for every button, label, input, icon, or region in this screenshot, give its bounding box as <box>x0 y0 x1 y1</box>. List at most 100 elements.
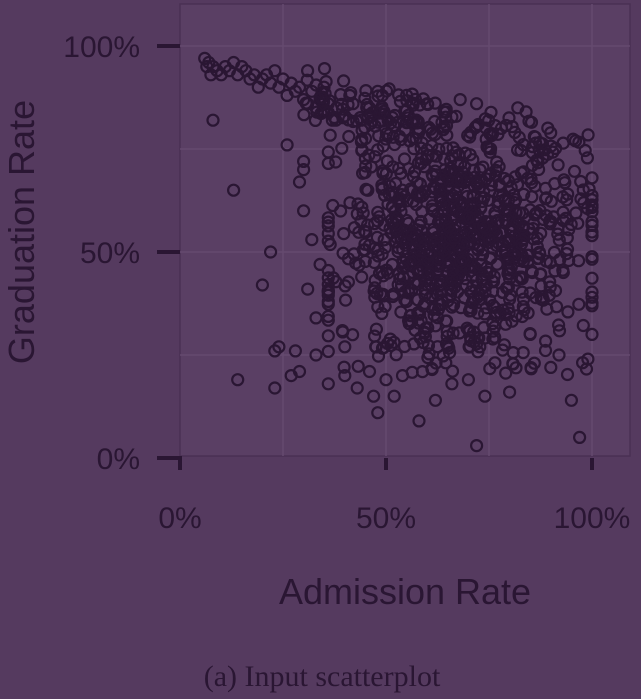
data-point-946 <box>488 206 502 220</box>
data-point-560 <box>578 143 592 158</box>
data-point-58 <box>321 377 335 391</box>
data-point-1104 <box>406 266 420 280</box>
data-point-1115 <box>529 291 543 305</box>
data-point-1160 <box>421 254 435 268</box>
data-point-675 <box>335 324 349 338</box>
data-point-1152 <box>404 182 418 196</box>
data-point-989 <box>428 319 443 333</box>
data-point-90 <box>297 204 311 218</box>
data-point-11 <box>235 59 249 74</box>
data-point-281 <box>321 309 335 323</box>
data-point-1169 <box>495 189 510 203</box>
data-point-1034 <box>559 247 574 261</box>
y-tick-label-1: 50% <box>80 237 140 270</box>
x-tick-label-2: 100% <box>554 502 631 535</box>
data-point-919 <box>386 289 400 304</box>
data-point-499 <box>387 335 401 349</box>
data-point-1045 <box>544 194 558 208</box>
data-point-1161 <box>393 198 408 212</box>
data-point-1118 <box>531 162 546 177</box>
data-point-70 <box>445 377 459 391</box>
data-point-1163 <box>428 182 442 196</box>
data-point-50 <box>268 344 282 358</box>
data-point-65 <box>379 373 393 387</box>
data-point-1002 <box>462 304 477 318</box>
data-point-1054 <box>368 273 382 287</box>
data-point-1036 <box>376 181 390 195</box>
data-point-1042 <box>413 98 427 112</box>
data-point-1139 <box>356 206 370 220</box>
data-point-1035 <box>405 87 419 101</box>
data-point-758 <box>466 189 480 203</box>
data-point-93 <box>313 257 327 271</box>
data-point-639 <box>352 258 366 272</box>
data-point-1196 <box>380 263 394 277</box>
x-axis-ticks: 0% 50% 100% <box>158 458 630 535</box>
data-point-994 <box>556 205 570 219</box>
data-point-1181 <box>437 152 451 166</box>
data-point-66 <box>387 389 401 403</box>
data-point-1156 <box>557 173 571 187</box>
data-point-1097 <box>487 269 501 284</box>
data-point-759 <box>359 225 373 239</box>
data-point-1078 <box>499 281 514 295</box>
data-point-1049 <box>409 197 423 212</box>
data-point-916 <box>502 205 516 219</box>
data-point-1166 <box>463 210 477 225</box>
data-point-1157 <box>551 227 565 241</box>
data-point-949 <box>354 214 368 228</box>
data-point-869 <box>556 265 570 280</box>
data-point-924 <box>561 305 575 319</box>
data-point-912 <box>411 122 425 136</box>
data-point-552 <box>321 277 335 291</box>
data-point-476 <box>522 114 536 128</box>
data-point-898 <box>350 207 364 221</box>
data-point-1066 <box>538 343 553 358</box>
data-point-74 <box>503 385 517 399</box>
data-point-785 <box>467 163 481 177</box>
data-point-1147 <box>510 273 524 287</box>
figure-caption: (a) Input scatterplot <box>204 660 441 693</box>
data-point-1192 <box>514 237 529 251</box>
data-point-1178 <box>460 198 474 212</box>
data-point-645 <box>337 227 351 241</box>
data-point-1122 <box>428 164 442 178</box>
data-point-1159 <box>321 215 335 229</box>
data-point-242 <box>359 182 373 196</box>
data-point-56 <box>288 344 302 358</box>
data-point-1039 <box>528 130 542 144</box>
data-point-480 <box>392 267 406 281</box>
data-point-1126 <box>337 360 351 374</box>
data-point-1000 <box>512 270 527 284</box>
data-point-971 <box>548 284 563 298</box>
data-point-42 <box>453 92 467 107</box>
data-point-1165 <box>334 87 348 102</box>
data-point-804 <box>544 126 558 140</box>
data-point-1114 <box>373 106 387 120</box>
data-point-19 <box>268 64 282 78</box>
data-point-1087 <box>482 233 496 247</box>
data-point-1168 <box>425 148 439 163</box>
data-point-1076 <box>476 219 490 233</box>
data-point-452 <box>321 271 335 285</box>
data-point-646 <box>486 332 500 346</box>
data-point-1182 <box>424 277 438 291</box>
data-point-894 <box>469 211 483 225</box>
data-point-1056 <box>460 189 474 204</box>
data-point-834 <box>342 113 356 127</box>
data-point-49 <box>280 138 294 152</box>
data-point-953 <box>585 285 599 299</box>
data-point-909 <box>425 361 439 376</box>
data-point-678 <box>486 284 500 298</box>
data-point-1016 <box>520 248 534 262</box>
data-point-659 <box>434 182 448 196</box>
data-point-551 <box>575 356 590 370</box>
data-point-1190 <box>402 314 416 328</box>
data-point-1005 <box>490 213 505 228</box>
data-point-584 <box>439 356 453 370</box>
data-point-1135 <box>463 130 477 144</box>
data-point-386 <box>342 129 356 144</box>
data-point-1129 <box>371 115 386 129</box>
data-point-1082 <box>380 154 394 168</box>
data-point-811 <box>398 339 412 354</box>
